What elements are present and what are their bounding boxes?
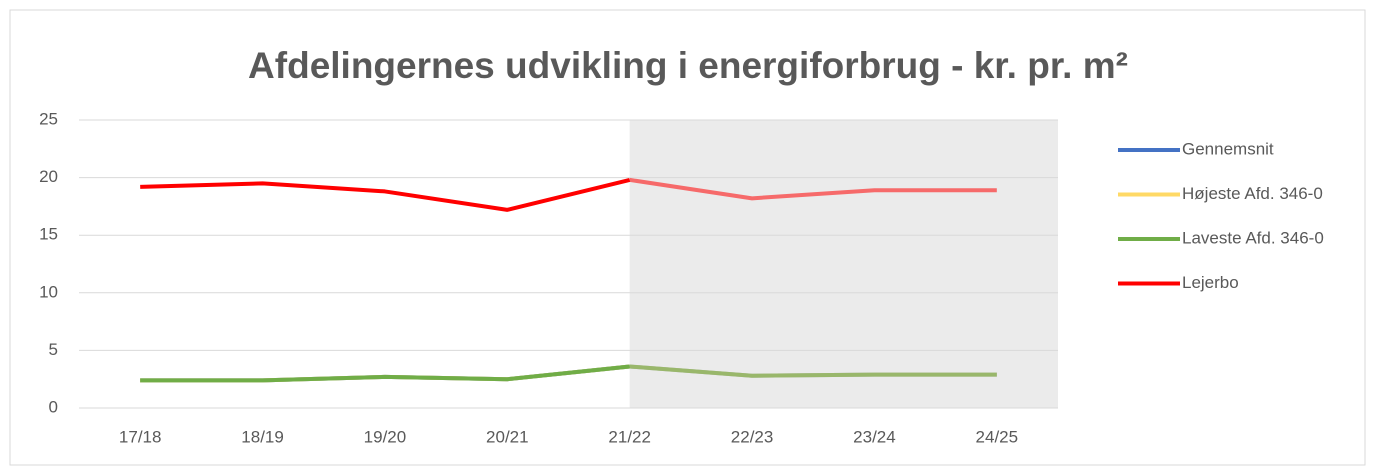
y-tick-label: 0 xyxy=(49,397,58,416)
forecast-shade xyxy=(629,120,1058,408)
series-line xyxy=(140,364,630,383)
y-tick-label: 15 xyxy=(39,225,58,244)
series-line xyxy=(140,177,631,212)
legend-label: Gennemsnit xyxy=(1182,139,1274,158)
y-tick-label: 20 xyxy=(39,167,58,186)
x-tick-label: 18/19 xyxy=(241,427,284,446)
y-tick-label: 25 xyxy=(39,109,58,128)
x-tick-label: 24/25 xyxy=(976,427,1019,446)
x-tick-label: 20/21 xyxy=(486,427,529,446)
legend-label: Lejerbo xyxy=(1182,273,1239,292)
legend-label: Laveste Afd. 346-0 xyxy=(1182,228,1324,247)
x-tick-label: 22/23 xyxy=(731,427,774,446)
series-line xyxy=(629,364,997,378)
x-tick-label: 23/24 xyxy=(853,427,896,446)
series-line xyxy=(629,177,997,201)
x-tick-label: 19/20 xyxy=(364,427,407,446)
x-tick-label: 21/22 xyxy=(608,427,651,446)
chart-title: Afdelingernes udvikling i energiforbrug … xyxy=(248,45,1128,86)
legend-label: Højeste Afd. 346-0 xyxy=(1182,184,1323,203)
y-tick-label: 10 xyxy=(39,282,58,301)
y-tick-label: 5 xyxy=(49,340,58,359)
x-tick-label: 17/18 xyxy=(119,427,162,446)
